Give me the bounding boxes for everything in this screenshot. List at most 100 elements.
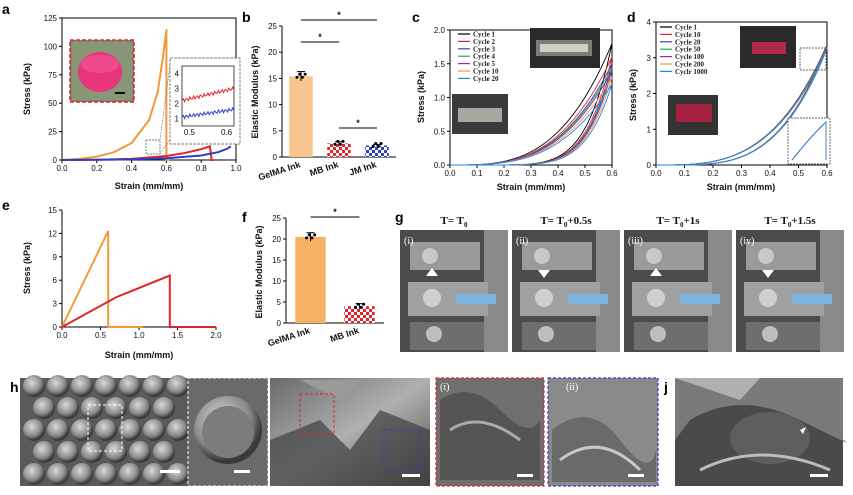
inset-a-series-0	[181, 85, 235, 103]
bolt	[534, 248, 550, 264]
chart-d-legend-label: Cycle 10	[675, 31, 701, 39]
chart-a-series-jm-ink	[61, 145, 232, 161]
chart-a-xtick-label: 0.8	[196, 164, 208, 173]
chart-c-xtick-label: 0.6	[606, 169, 618, 178]
chart-a-ytick-label: 25	[48, 128, 57, 137]
sem-pore	[119, 463, 141, 485]
chart-e-series-gelma-ink	[61, 230, 143, 328]
chart-e-ytick-label: 9	[53, 253, 58, 262]
chart-f-data-point	[313, 233, 317, 237]
chart-b-ytick-label: 20	[268, 48, 277, 57]
chart-c-ytick-label: 1.5	[434, 60, 446, 69]
sem-pore	[33, 397, 55, 419]
chart-f-ytick-label: 0	[277, 319, 282, 328]
frame-roman-label: (iii)	[628, 236, 643, 247]
chart-e-ytick-label: 6	[53, 276, 58, 285]
chart-f-bar	[295, 236, 326, 323]
chart-c-legend-label: Cycle 1	[473, 31, 495, 39]
chart-d-legend-label: Cycle 20	[675, 38, 701, 46]
chart-c-ylabel: Stress (kPa)	[416, 71, 426, 123]
bolt	[422, 248, 438, 264]
chart-c-ytick-label: 1.0	[434, 94, 446, 103]
panel-label-f: f	[242, 209, 247, 225]
chart-d-xlabel: Strain (mm/mm)	[707, 182, 776, 192]
chart-d-legend-label: Cycle 1	[675, 24, 697, 32]
sem-pore	[167, 419, 189, 441]
inset-a-ytick-label: 2	[175, 100, 180, 109]
sem-pore	[81, 441, 103, 463]
sem-pore	[23, 375, 45, 397]
frame-title: T= T0+0.5s	[540, 215, 592, 229]
chart-f: 0 5 10 15 20 25 Elastic Modulus (kPa) GelMA I…	[254, 207, 384, 348]
inset-a-ytick-label: 3	[175, 85, 180, 94]
chart-e-series-mb-ink	[61, 274, 216, 328]
chart-e: 0.0 0.5 1.0 1.5 2.0 0 3 6 9 12 15 Strain (mm/mm) S…	[22, 206, 222, 360]
bolt	[650, 326, 666, 342]
chart-e-xtick-label: 1.0	[133, 331, 145, 340]
chart-e-ytick-label: 3	[53, 300, 58, 309]
chart-a-ytick-label: 75	[48, 71, 57, 80]
chart-e-ytick-label: 15	[48, 206, 57, 215]
sem-pore	[33, 441, 55, 463]
base-plate	[410, 322, 484, 350]
chart-d-cycle-curve	[655, 48, 828, 166]
chart-d-xtick-label: 0.5	[793, 169, 805, 178]
inset-a-xtick-label: 0.6	[221, 128, 233, 137]
bolt	[535, 289, 553, 307]
bolt	[758, 248, 774, 264]
sem-pore	[95, 375, 117, 397]
chart-c-ytick-label: 0.0	[434, 161, 446, 170]
chart-b-ytick-label: 10	[268, 101, 277, 110]
chart-d-xtick-label: 0.4	[764, 169, 776, 178]
sem-pore	[71, 419, 93, 441]
panel-label-e: e	[2, 197, 10, 213]
chart-b-significance-star: *	[318, 32, 322, 42]
arrow-up-icon	[426, 268, 438, 276]
chart-f-ylabel: Elastic Modulus (kPa)	[254, 225, 264, 318]
chart-c-cycle-curve	[449, 83, 613, 166]
chart-a-xtick-label: 0.0	[56, 164, 68, 173]
chart-a-ytick-label: 50	[48, 99, 57, 108]
chart-f-category-label: MB Ink	[329, 325, 361, 344]
sem-pore	[47, 419, 69, 441]
base-plate	[634, 322, 708, 350]
chart-f-ytick-label: 20	[272, 235, 281, 244]
panel-label-h: h	[10, 379, 19, 395]
chart-c-legend-label: Cycle 20	[473, 75, 499, 83]
chart-d-ytick-label: 4	[647, 18, 652, 27]
sem-pore	[105, 397, 127, 419]
sem-image-j	[675, 378, 847, 486]
chart-a-xtick-label: 0.2	[91, 164, 103, 173]
chart-a: 0.0 0.2 0.4 0.6 0.8 1.0 0 25 50 75 100 125 Strain (…	[22, 14, 242, 191]
chart-d-xtick-label: 0.6	[821, 169, 833, 178]
upper-clamp	[522, 242, 592, 270]
tensile-test-frames: T= T0 (i) T= T0+0.5s (ii) T= T0+1s (iii) T= T0…	[400, 215, 844, 352]
chart-d: 0.0 0.1 0.2 0.3 0.4 0.5 0.6 0 1 2 3 4 Strain (mm/mm…	[628, 18, 833, 192]
chart-c: 0.0 0.1 0.2 0.3 0.4 0.5 0.6 0.0 0.5 1.0 1.5 2.0 Str…	[416, 26, 618, 192]
frame-roman-label: (ii)	[516, 236, 528, 247]
sem-image-h	[20, 375, 269, 487]
chart-b-data-point	[376, 144, 380, 148]
frame-roman-label: (i)	[404, 236, 413, 247]
base-plate	[746, 322, 820, 350]
panel-label-j: j	[663, 379, 668, 395]
frame-title: T= T0	[441, 215, 469, 229]
hydrogel-photo-inset	[69, 39, 135, 103]
chart-b-data-point	[374, 141, 378, 145]
chart-a-ytick-label: 125	[44, 14, 58, 23]
chart-e-xtick-label: 0.5	[95, 331, 107, 340]
chart-a-xlabel: Strain (mm/mm)	[115, 181, 184, 191]
chart-d-legend-label: Cyclr 1000	[675, 68, 708, 76]
chart-b-category-label: MB Ink	[308, 159, 340, 178]
sem-pore	[95, 463, 117, 485]
sem-pore	[95, 419, 117, 441]
sem-pore	[105, 441, 127, 463]
chart-b-data-point	[333, 142, 337, 146]
chart-c-xtick-label: 0.0	[444, 169, 456, 178]
chart-a-ytick-label: 100	[44, 42, 58, 51]
chart-d-ytick-label: 1	[647, 125, 652, 134]
chart-b-significance-star: *	[356, 118, 360, 128]
frame-roman-label: (iv)	[740, 236, 754, 247]
chart-e-ytick-label: 0	[53, 323, 58, 332]
inset-d-curve	[791, 121, 827, 161]
